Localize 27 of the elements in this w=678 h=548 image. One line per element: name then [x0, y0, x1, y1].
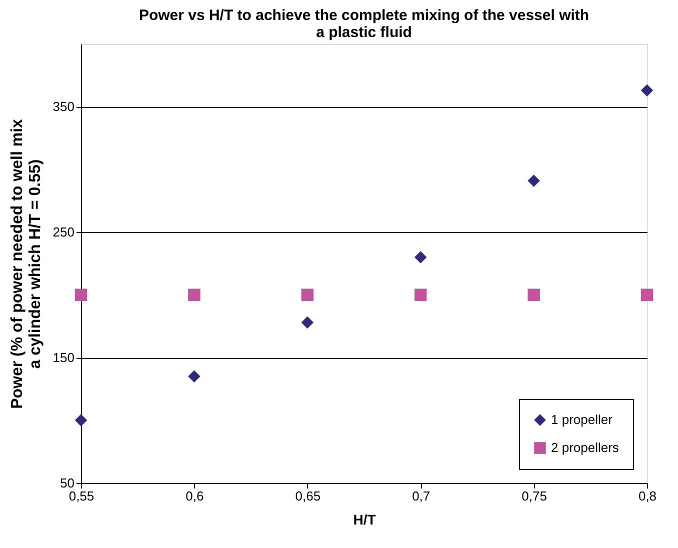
point — [74, 288, 88, 301]
point — [528, 174, 540, 187]
point — [74, 414, 88, 426]
point — [640, 288, 654, 301]
point — [414, 288, 427, 301]
point — [188, 288, 200, 301]
y-tick-label: 150 — [52, 350, 74, 366]
legend-label: 2 propellers — [551, 440, 620, 455]
y-tick-label: 250 — [52, 224, 74, 240]
x-tick-label: 0,8 — [638, 488, 657, 504]
x-tick-label: 0,65 — [295, 488, 321, 504]
legend-label: 1 propeller — [551, 412, 614, 427]
point — [528, 288, 540, 301]
point — [301, 288, 314, 301]
x-tick-label: 0,7 — [412, 488, 430, 504]
x-tick-label: 0,55 — [68, 488, 94, 504]
x-tick-label: 0,75 — [522, 488, 547, 504]
y-tick-label: 350 — [52, 99, 74, 114]
point — [414, 251, 427, 264]
y-tick-label: 50 — [60, 476, 74, 490]
point — [640, 84, 654, 97]
point — [188, 370, 200, 383]
point — [301, 316, 314, 329]
chart-title: Power vs H/T to achieve the complete mixing of the vessel with a plastic fluid — [138, 7, 590, 41]
x-tick-label: 0,6 — [186, 488, 204, 504]
x-axis-title: H/T — [353, 512, 376, 528]
y-axis-title: Power (% of power needed to well mix a cylinder which H/T = 0.55) — [8, 118, 44, 409]
